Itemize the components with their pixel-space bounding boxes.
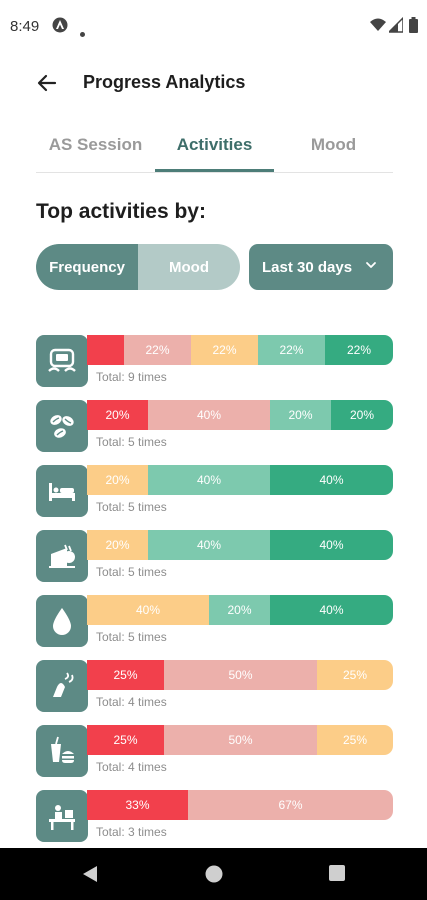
coffee-beans-icon — [36, 400, 88, 452]
bar-segment: 40% — [270, 530, 393, 560]
bar-segment: 22% — [258, 335, 325, 365]
bar-segment: 33% — [87, 790, 188, 820]
activity-total: Total: 3 times — [96, 825, 167, 839]
tab-bar: AS Session Activities Mood — [36, 120, 393, 173]
activity-total: Total: 5 times — [96, 565, 167, 579]
system-nav-bar — [0, 848, 427, 900]
bar-segment: 40% — [148, 400, 270, 430]
activity-total: Total: 5 times — [96, 500, 167, 514]
chevron-down-icon — [365, 258, 377, 275]
mood-distribution-bar: 33% 67% — [87, 790, 393, 820]
bar-segment: 40% — [148, 465, 270, 495]
bar-segment: 40% — [270, 465, 393, 495]
tab-indicator — [155, 169, 274, 172]
bar-segment: 22% — [191, 335, 258, 365]
page-title: Progress Analytics — [83, 72, 246, 92]
toggle-mood[interactable]: Mood — [169, 258, 209, 276]
tab-as-session[interactable]: AS Session — [48, 135, 143, 154]
mood-distribution-bar: 20% 40% 20% 20% — [87, 400, 393, 430]
sort-toggle: Frequency Mood — [36, 244, 240, 290]
bar-segment: 25% — [317, 725, 393, 755]
activity-row[interactable]: 20% 40% 40% Total: 5 times — [36, 465, 393, 517]
fast-food-icon — [36, 725, 88, 777]
bar-segment: 20% — [331, 400, 393, 430]
mood-distribution-bar: 20% 40% 40% — [87, 530, 393, 560]
bar-segment: 40% — [87, 595, 209, 625]
activity-row[interactable]: 25% 50% 25% Total: 4 times — [36, 725, 393, 777]
tab-activities[interactable]: Activities — [176, 135, 253, 154]
bar-segment: 22% — [325, 335, 393, 365]
bed-icon — [36, 465, 88, 517]
water-drop-icon — [36, 595, 88, 647]
nav-recents-icon[interactable] — [328, 864, 348, 884]
mood-distribution-bar: 25% 50% 25% — [87, 725, 393, 755]
signal-icon — [387, 16, 404, 38]
bar-segment: 20% — [209, 595, 270, 625]
activity-total: Total: 4 times — [96, 760, 167, 774]
battery-icon — [409, 17, 418, 38]
status-bar: 8:49 — [0, 0, 427, 54]
nav-back-icon[interactable] — [81, 864, 101, 884]
mood-distribution-bar: 20% 40% 40% — [87, 465, 393, 495]
dot-icon — [80, 24, 85, 42]
mood-distribution-bar: 25% 50% 25% — [87, 660, 393, 690]
app-header: Progress Analytics — [0, 56, 427, 110]
date-range-label: Last 30 days — [262, 259, 353, 276]
bar-segment: 25% — [317, 660, 393, 690]
gaming-console-icon — [36, 335, 88, 387]
work-desk-icon — [36, 790, 88, 842]
food-icon — [36, 530, 88, 582]
bar-segment: 20% — [87, 400, 148, 430]
back-button[interactable] — [32, 68, 62, 98]
smoking-icon — [36, 660, 88, 712]
activity-row[interactable]: 22% 22% 22% 22% Total: 9 times — [36, 335, 393, 387]
activity-row[interactable]: 20% 40% 20% 20% Total: 5 times — [36, 400, 393, 452]
activity-total: Total: 5 times — [96, 630, 167, 644]
activity-row[interactable]: 40% 20% 40% Total: 5 times — [36, 595, 393, 647]
nav-home-icon[interactable] — [204, 864, 224, 884]
wifi-icon — [370, 17, 386, 38]
bar-segment: 50% — [164, 725, 317, 755]
section-title: Top activities by: — [36, 200, 206, 223]
mood-distribution-bar: 40% 20% 40% — [87, 595, 393, 625]
date-range-dropdown[interactable]: Last 30 days — [249, 244, 393, 290]
bar-segment: 40% — [270, 595, 393, 625]
bar-segment: 20% — [270, 400, 331, 430]
app-notification-icon — [52, 17, 68, 38]
tab-mood[interactable]: Mood — [310, 135, 357, 154]
activity-row[interactable]: 20% 40% 40% Total: 5 times — [36, 530, 393, 582]
activity-total: Total: 5 times — [96, 435, 167, 449]
bar-segment: 22% — [124, 335, 191, 365]
bar-segment: 25% — [87, 725, 164, 755]
activity-row[interactable]: 25% 50% 25% Total: 4 times — [36, 660, 393, 712]
mood-distribution-bar: 22% 22% 22% 22% — [87, 335, 393, 365]
bar-segment — [87, 335, 124, 365]
bar-segment: 20% — [87, 465, 148, 495]
back-arrow-icon — [37, 74, 57, 92]
activity-row[interactable]: 33% 67% Total: 3 times — [36, 790, 393, 842]
bar-segment: 50% — [164, 660, 317, 690]
toggle-frequency[interactable]: Frequency — [36, 244, 138, 290]
status-time: 8:49 — [10, 18, 40, 35]
bar-segment: 25% — [87, 660, 164, 690]
bar-segment: 40% — [148, 530, 270, 560]
activity-total: Total: 9 times — [96, 370, 167, 384]
bar-segment: 20% — [87, 530, 148, 560]
activity-total: Total: 4 times — [96, 695, 167, 709]
bar-segment: 67% — [188, 790, 393, 820]
